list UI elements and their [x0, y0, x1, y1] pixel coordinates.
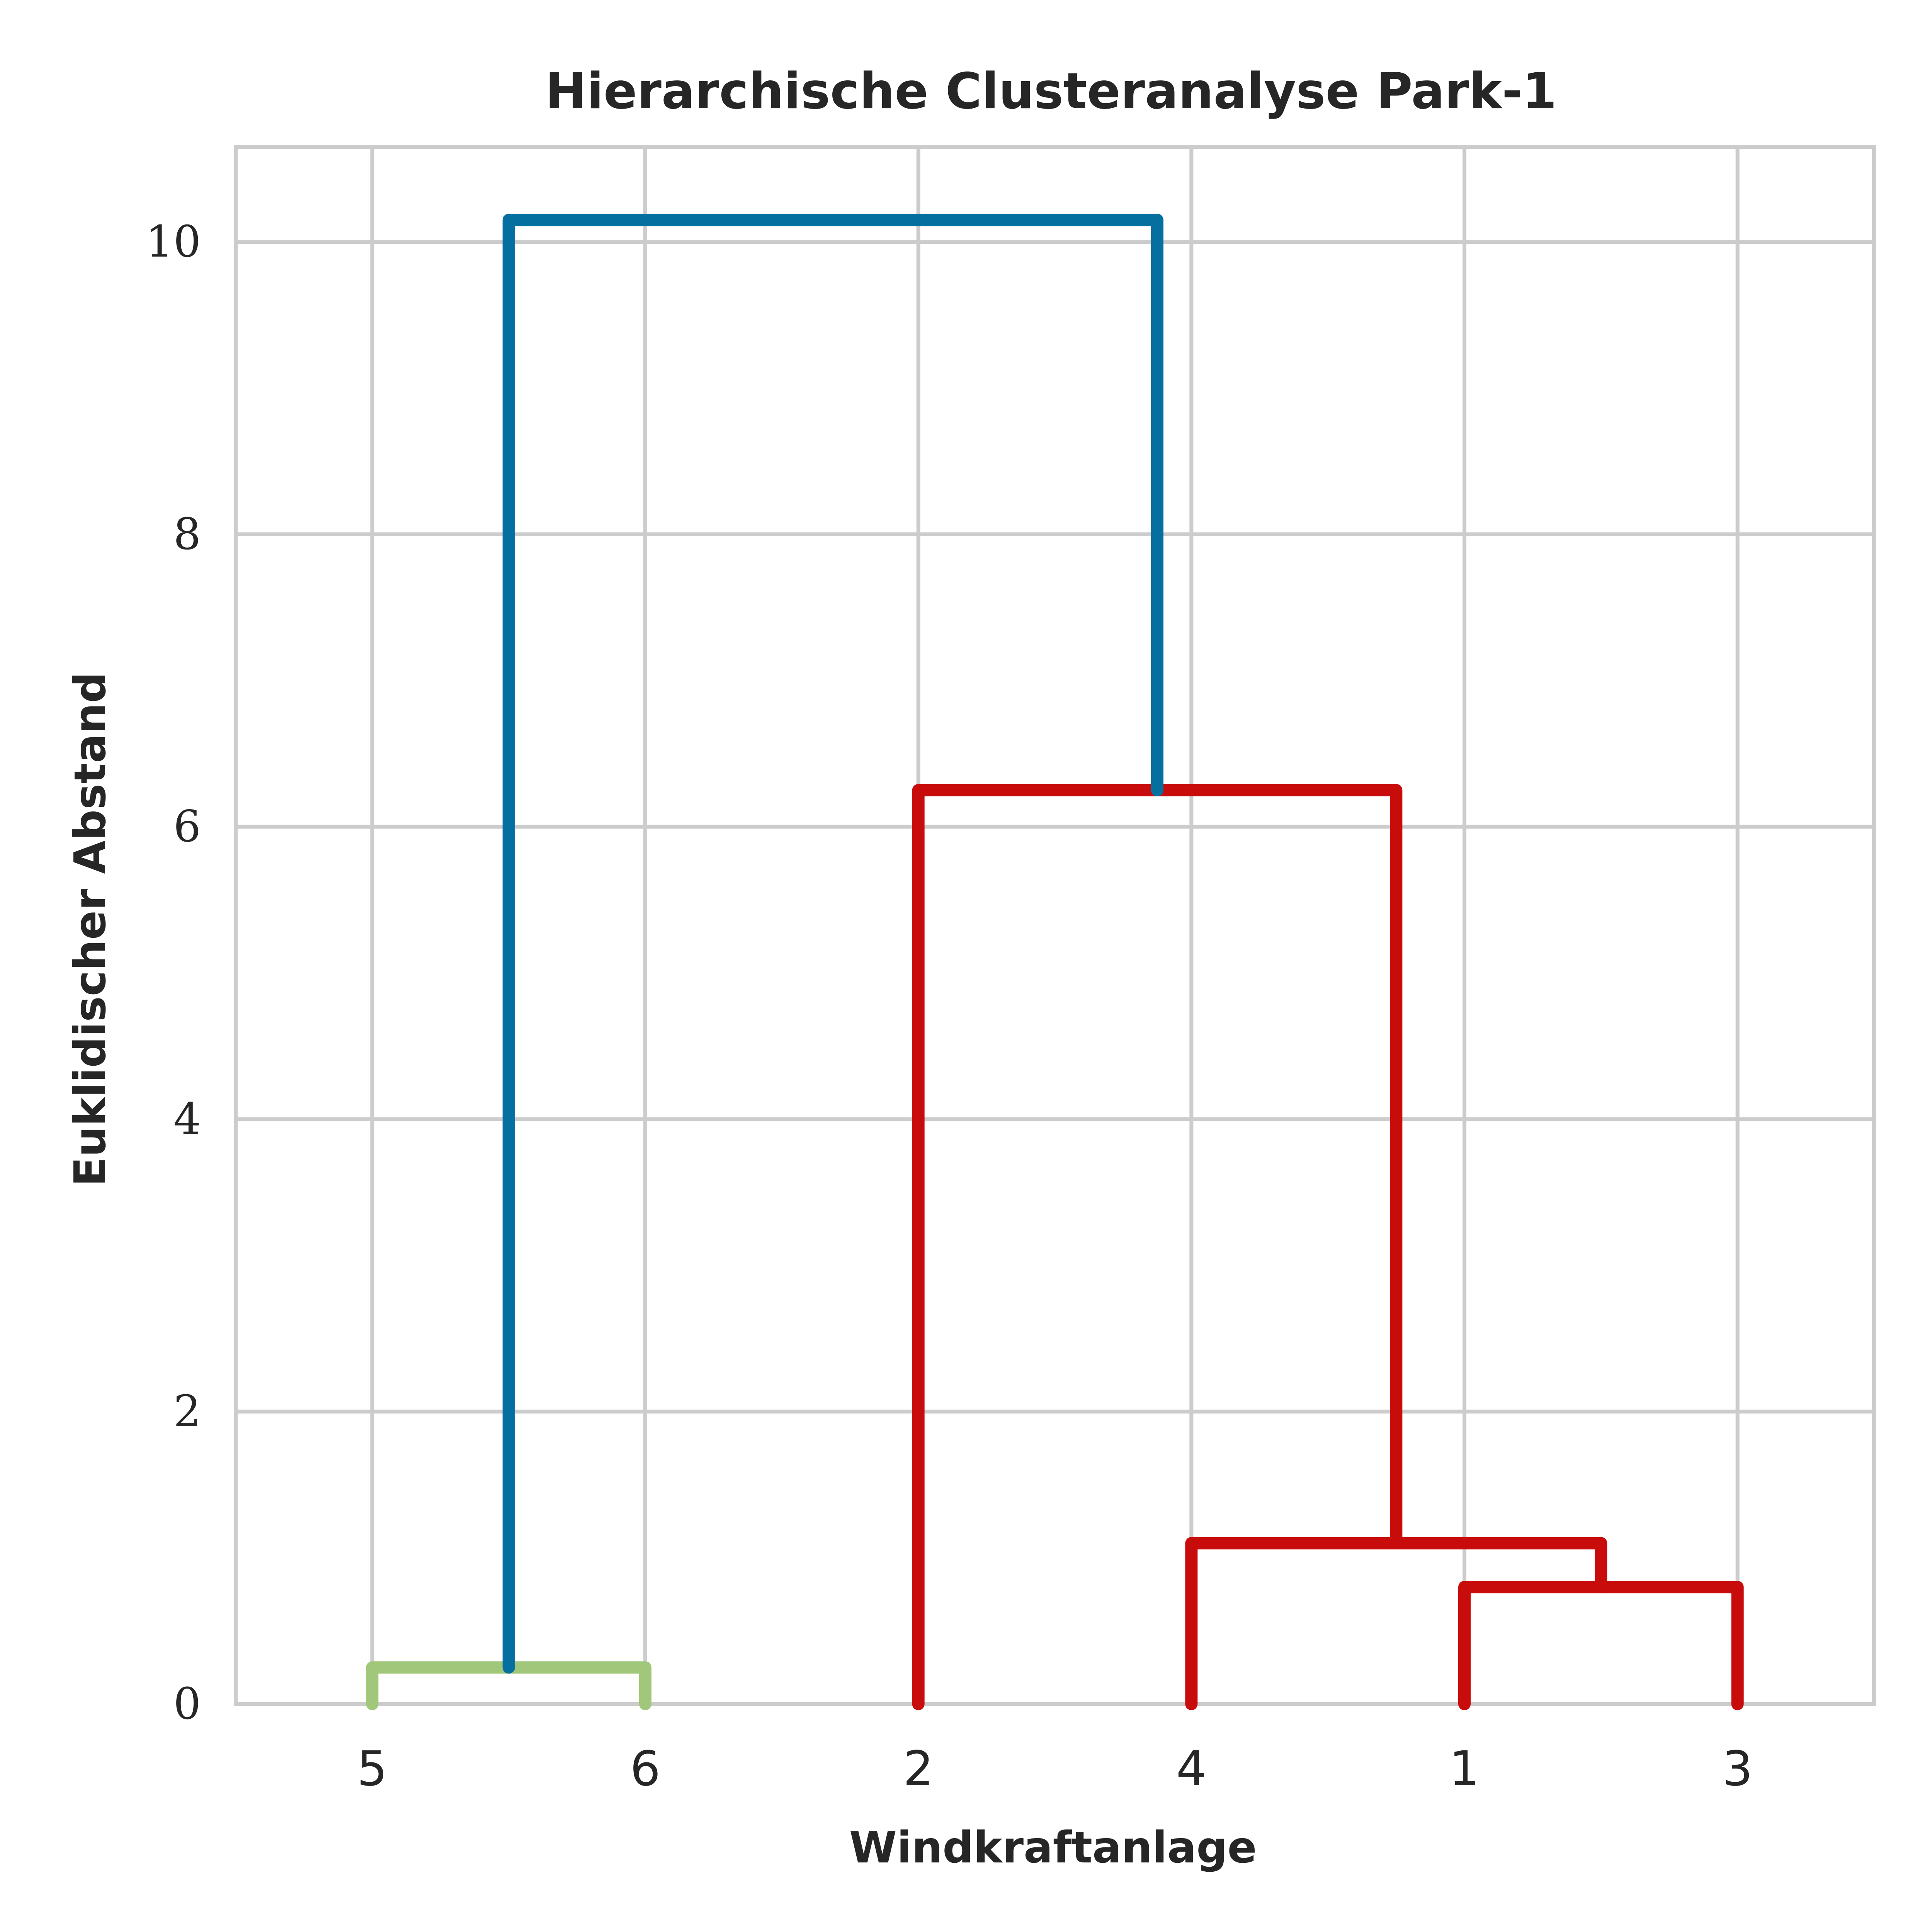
plot-frame: [234, 145, 1876, 1706]
dendrogram-links: [366, 214, 1744, 1710]
y-tick-label: 6: [173, 802, 201, 852]
x-tick-label: 4: [1176, 1741, 1207, 1797]
y-tick-label: 8: [173, 509, 201, 560]
y-tick-label: 0: [173, 1679, 201, 1729]
dendrogram-link: [502, 214, 1163, 1674]
chart-title: Hierarchische Clusteranalyse Park-1: [545, 63, 1557, 120]
x-tick-label: 5: [357, 1741, 388, 1797]
x-tick-label: 6: [630, 1741, 661, 1797]
x-tick-label: 2: [903, 1741, 934, 1797]
dendrogram-link: [912, 784, 1403, 1710]
x-axis-label: Windkraftanlage: [849, 1823, 1257, 1873]
grid: [236, 147, 1874, 1706]
x-tick-label: 3: [1722, 1741, 1753, 1797]
y-tick-labels: 0 2 4 6 8 10: [146, 217, 201, 1729]
x-tick-label: 1: [1449, 1741, 1480, 1797]
x-tick-labels: 5 6 2 4 1 3: [357, 1741, 1753, 1797]
y-tick-label: 2: [173, 1386, 201, 1437]
dendrogram-link: [1458, 1581, 1744, 1710]
dendrogram-link: [1185, 1537, 1607, 1710]
y-axis-label: Euklidischer Abstand: [65, 672, 116, 1187]
y-tick-label: 10: [146, 217, 201, 267]
y-tick-label: 4: [173, 1094, 201, 1144]
